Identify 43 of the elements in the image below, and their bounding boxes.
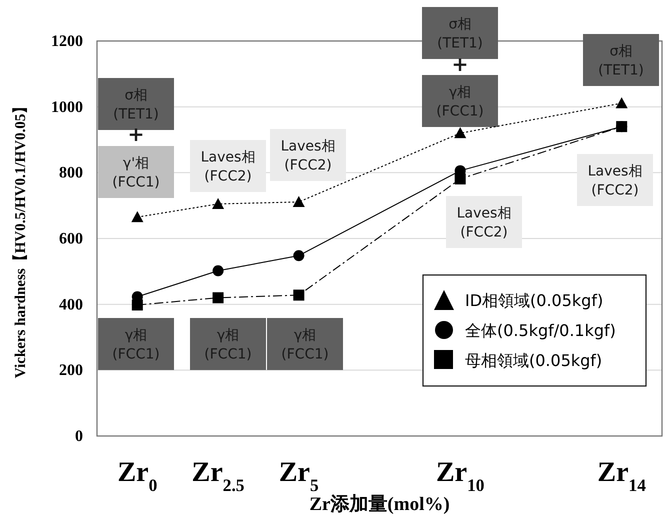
y-tick-label: 1000 [51, 98, 83, 116]
y-tick-label: 800 [59, 164, 83, 182]
x-tick-label: Zr$_{14}$ [597, 457, 646, 494]
annotation: γ相 (FCC1) [281, 328, 329, 362]
annotation: σ相 (TET1) [598, 44, 644, 78]
y-tick-label: 1200 [51, 33, 83, 50]
annotation: γ相 (FCC1) [204, 328, 252, 362]
y-tick-label: 600 [59, 230, 83, 248]
annotation: Laves相 (FCC2) [280, 138, 336, 174]
annotation: γ相 (FCC1) [436, 84, 484, 120]
point [212, 265, 224, 276]
annotation: σ相 (TET1) [113, 88, 159, 122]
legend-label: 母相領域(0.05kgf) [465, 351, 602, 370]
point [454, 173, 466, 184]
point [292, 196, 305, 207]
point [132, 299, 143, 310]
annotation: γ'相 (FCC1) [112, 156, 160, 190]
x-tick-label: Zr$_{0}$ [117, 457, 158, 494]
annotation: + [452, 52, 468, 76]
y-tick-label: 0 [75, 428, 83, 445]
point [131, 211, 144, 222]
x-tick-label: Zr$_{5}$ [278, 457, 319, 494]
annotation: Laves相 (FCC2) [588, 164, 642, 198]
legend-label: 全体(0.5kgf/0.1kgf) [465, 321, 616, 340]
x-tick-label: Zr$_{10}$ [436, 457, 485, 494]
point [616, 97, 628, 108]
point [616, 121, 628, 132]
annotation: σ相 (TET1) [437, 16, 483, 52]
point [293, 290, 304, 301]
annotation: γ相 (FCC1) [112, 328, 160, 362]
point [293, 250, 304, 262]
x-tick-label: Zr$_{2.5}$ [192, 457, 245, 494]
point [212, 292, 224, 304]
y-tick-label: 400 [59, 296, 83, 314]
point [454, 127, 466, 138]
annotation: + [128, 122, 144, 146]
y-axis-title: Vickers hardness【HV0.5/HV0.1/HV0.05】 [12, 98, 29, 378]
point [212, 198, 224, 209]
annotation: Laves相 (FCC2) [200, 150, 256, 184]
y-tick-label: 200 [59, 362, 83, 380]
x-axis-title: Zr添加量(mol%) [309, 493, 450, 515]
annotation: Laves相 (FCC2) [456, 206, 512, 240]
legend-label: ID相領域(0.05kgf) [465, 291, 604, 310]
